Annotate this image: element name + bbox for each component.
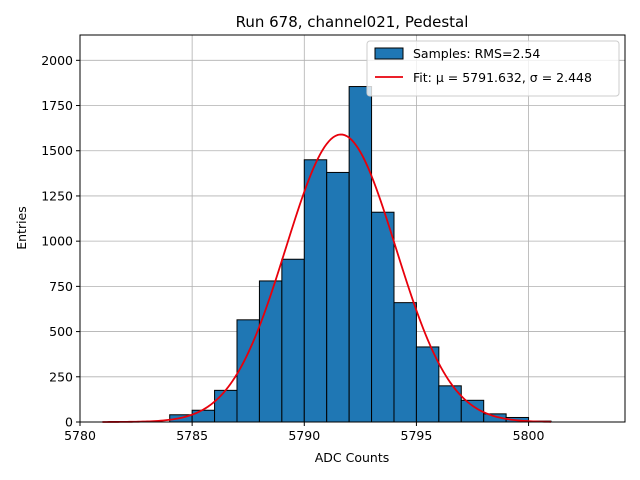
histogram-bar [326, 171, 350, 423]
histogram-bar [371, 211, 395, 423]
y-tick-label: 1750 [41, 98, 73, 113]
x-axis-ticks: 5780 5785 5790 5795 5800 [64, 422, 545, 443]
histogram-bar [303, 159, 328, 423]
fit-curve-group [102, 133, 552, 423]
x-tick-label: 5790 [288, 428, 320, 443]
legend-label-samples: Samples: RMS=2.54 [413, 46, 540, 61]
y-tick-label: 1250 [41, 188, 73, 203]
y-tick-label: 1000 [41, 234, 73, 249]
x-axis-label: ADC Counts [315, 450, 390, 465]
histogram-bar [393, 302, 417, 423]
legend-swatch-samples [374, 47, 404, 60]
y-tick-label: 0 [65, 415, 73, 430]
histogram-bar [214, 389, 238, 423]
x-tick-label: 5785 [176, 428, 208, 443]
x-tick-label: 5780 [64, 428, 96, 443]
histogram-bar [258, 280, 283, 423]
histogram-bar [348, 86, 373, 423]
x-tick-label: 5800 [513, 428, 545, 443]
y-tick-label: 250 [49, 369, 73, 384]
x-tick-label: 5795 [401, 428, 433, 443]
histogram-bars [169, 86, 552, 423]
y-tick-label: 500 [49, 324, 73, 339]
y-axis-ticks: 0 250 500 750 1000 1250 1500 1750 2000 [41, 53, 80, 430]
fit-curve [102, 133, 552, 423]
histogram-bar [191, 409, 216, 423]
legend-box [366, 40, 620, 97]
plot-frame [79, 34, 626, 423]
y-tick-label: 2000 [41, 53, 73, 68]
y-tick-label: 750 [49, 279, 73, 294]
legend: Samples: RMS=2.54 Fit: μ = 5791.632, σ =… [366, 40, 620, 97]
histogram-bar [281, 258, 305, 423]
y-tick-label: 1500 [41, 143, 73, 158]
y-axis-label: Entries [14, 206, 29, 250]
legend-label-fit: Fit: μ = 5791.632, σ = 2.448 [413, 70, 592, 85]
chart-title: Run 678, channel021, Pedestal [236, 13, 469, 31]
